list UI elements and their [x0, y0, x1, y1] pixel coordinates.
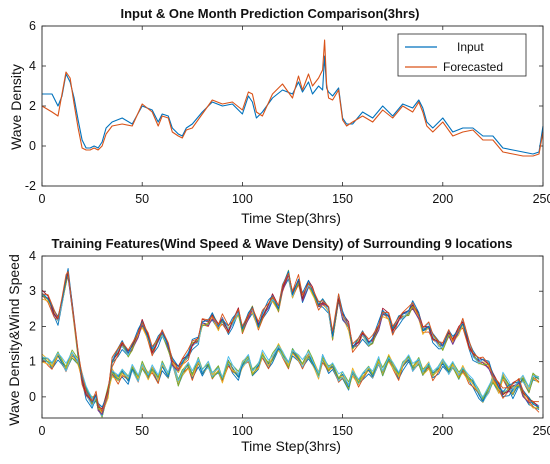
chart-top-ytick-label: 6 [29, 19, 36, 33]
chart-bottom-xtick-label: 50 [135, 424, 149, 438]
chart-bottom-ytick-label: 0 [29, 390, 36, 404]
chart-top-frame [41, 25, 544, 187]
chart-top-xtick-label: 50 [135, 192, 149, 206]
chart-bottom-background [42, 256, 543, 418]
chart-bottom-ytick-label: 2 [29, 319, 36, 333]
chart-top-ytick-label: 4 [29, 59, 36, 73]
chart-top-xtick-label: 250 [533, 192, 550, 206]
chart-top: Input & One Month Prediction Comparison(… [8, 6, 550, 226]
chart-top-xlabel: Time Step(3hrs) [241, 210, 341, 226]
chart-top-ytick-label: -2 [25, 179, 36, 193]
chart-top-legend: Input Forecasted [397, 33, 527, 77]
chart-bottom-title: Training Features(Wind Speed & Wave Dens… [52, 236, 513, 251]
chart-bottom-xtick-label: 150 [332, 424, 353, 438]
wind-speed-line-7 [41, 343, 540, 415]
chart-bottom-xtick-label: 250 [533, 424, 550, 438]
legend-label-forecasted: Forecasted [443, 60, 503, 74]
chart-bottom-ytick-label: 1 [29, 355, 36, 369]
wave-density-line-7 [41, 272, 540, 410]
series-line-forecasted [41, 39, 544, 157]
legend-label-input: Input [457, 40, 484, 54]
wave-density-line-9 [41, 271, 540, 412]
chart-bottom-frame [41, 255, 544, 419]
chart-bottom-ytick-label: 4 [29, 249, 36, 263]
chart-bottom-ytick-label: 3 [29, 284, 36, 298]
chart-top-xtick-label: 100 [232, 192, 253, 206]
chart-bottom-plot-area: 0 50 100 150 200 250 0 1 2 3 4 [29, 249, 550, 438]
chart-bottom-xtick-label: 100 [232, 424, 253, 438]
chart-top-title: Input & One Month Prediction Comparison(… [121, 6, 420, 21]
chart-top-xtick-label: 200 [432, 192, 453, 206]
chart-top-xtick-label: 150 [332, 192, 353, 206]
chart-top-ytick-label: 2 [29, 99, 36, 113]
chart-top-xtick-label: 0 [39, 192, 46, 206]
chart-bottom-xtick-label: 200 [432, 424, 453, 438]
legend-box [397, 33, 527, 77]
chart-bottom-xlabel: Time Step(3hrs) [241, 438, 341, 454]
chart-top-ytick-label: 0 [29, 139, 36, 153]
chart-bottom-xtick-label: 0 [39, 424, 46, 438]
wind-speed-line-9 [41, 345, 540, 412]
chart-top-ylabel: Wave Density [8, 64, 24, 150]
chart-bottom: Training Features(Wind Speed & Wave Dens… [6, 236, 550, 454]
chart-bottom-ylabel: Wave Density&Wind Speed [6, 254, 22, 425]
series-line-input [42, 55, 544, 155]
